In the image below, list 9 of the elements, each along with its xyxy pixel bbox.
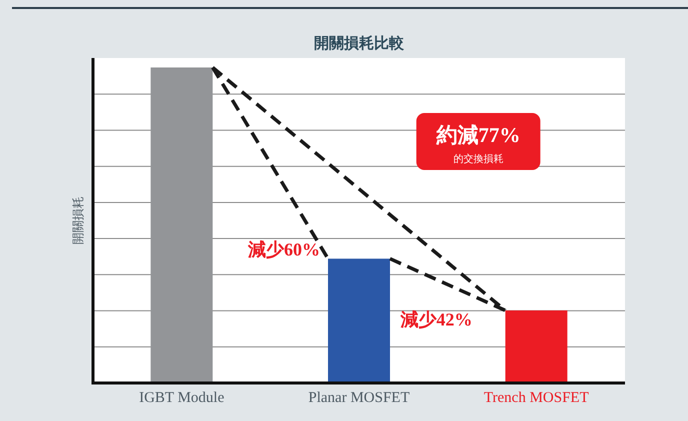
annotation: 的交換損耗 bbox=[453, 153, 504, 165]
chart-title: 開關損耗比較 bbox=[314, 35, 405, 52]
x-tick-label: Planar MOSFET bbox=[308, 390, 410, 406]
annotation: 約減77% bbox=[435, 123, 520, 147]
x-tick-label: IGBT Module bbox=[139, 390, 225, 406]
annotation: 減少42% bbox=[399, 309, 472, 330]
annotation: 減少60% bbox=[247, 240, 320, 260]
y-axis-title: 開關損耗 bbox=[71, 196, 85, 244]
x-tick-label: Trench MOSFET bbox=[484, 390, 589, 406]
